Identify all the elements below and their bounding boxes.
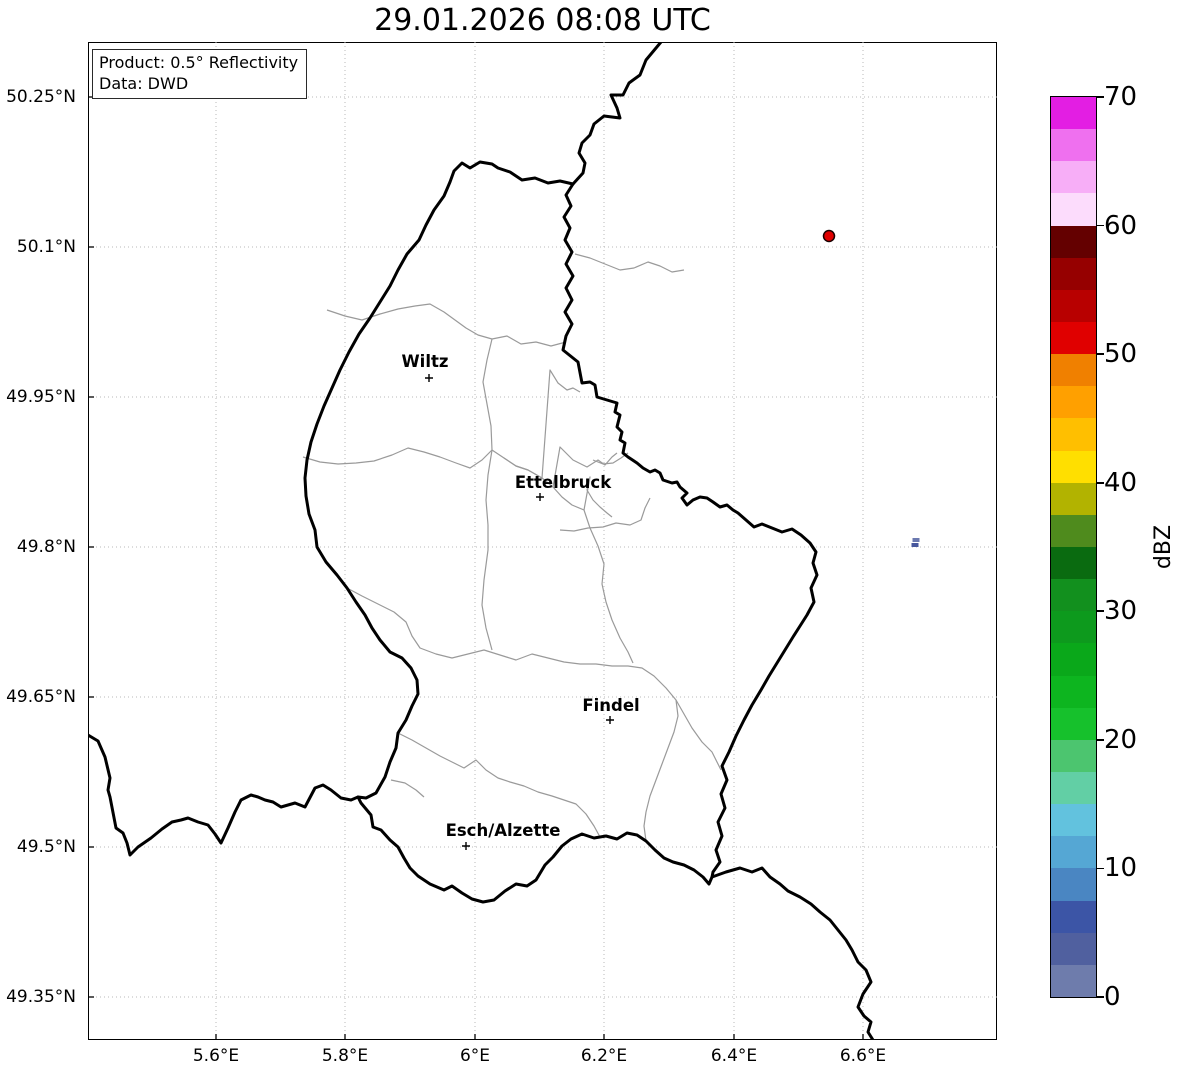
colorbar-segment bbox=[1051, 611, 1096, 644]
colorbar-segment bbox=[1051, 836, 1096, 869]
latitude-tick-label: 49.65°N bbox=[6, 687, 76, 707]
colorbar-segment bbox=[1051, 932, 1096, 966]
colorbar-tickmark bbox=[1096, 224, 1104, 227]
colorbar-segment bbox=[1051, 482, 1096, 516]
latitude-tick-label: 49.5°N bbox=[16, 837, 76, 857]
colorbar-segment bbox=[1051, 675, 1096, 709]
colorbar-segment bbox=[1051, 643, 1096, 677]
colorbar-segment bbox=[1051, 868, 1096, 902]
colorbar-tickmark bbox=[1096, 610, 1104, 613]
latitude-tick-label: 49.8°N bbox=[16, 537, 76, 557]
border-luxembourg-west-south bbox=[303, 160, 714, 904]
country-borders bbox=[88, 42, 875, 1040]
colorbar-tick-label: 70 bbox=[1104, 82, 1138, 112]
colorbar-tick-label: 60 bbox=[1104, 210, 1138, 241]
latitude-tick-label: 49.95°N bbox=[6, 387, 76, 407]
colorbar-tickmark bbox=[1096, 353, 1104, 355]
colorbar-segment bbox=[1051, 322, 1096, 355]
colorbar-tick-label: 0 bbox=[1104, 982, 1121, 1012]
colorbar-segment bbox=[1051, 386, 1096, 419]
figure-title: 29.01.2026 08:08 UTC bbox=[374, 3, 711, 38]
colorbar-tickmark bbox=[1096, 867, 1104, 870]
longitude-tick-label: 6.4°E bbox=[710, 1046, 758, 1066]
dbz-colorbar bbox=[1051, 97, 1096, 998]
longitude-tick-label: 5.8°E bbox=[321, 1046, 369, 1066]
colorbar-tick-label: 50 bbox=[1104, 339, 1138, 370]
colorbar-segment bbox=[1051, 450, 1096, 484]
colorbar-segment bbox=[1051, 739, 1096, 773]
colorbar-tick-label: 30 bbox=[1104, 596, 1138, 627]
colorbar-segment bbox=[1051, 418, 1096, 452]
colorbar-tickmark bbox=[1096, 96, 1104, 98]
colorbar-segment bbox=[1051, 707, 1096, 741]
radar-echo-pixel bbox=[911, 543, 919, 547]
city-label: Wiltz bbox=[401, 352, 448, 371]
dbz-colorbar-label: dBZ bbox=[1150, 524, 1176, 570]
city-label: Findel bbox=[582, 696, 639, 715]
city-marker-plus bbox=[606, 716, 614, 724]
colorbar-segment bbox=[1051, 514, 1096, 548]
colorbar-segment bbox=[1051, 97, 1096, 130]
colorbar-segment bbox=[1051, 772, 1096, 805]
longitude-tick-label: 5.6°E bbox=[192, 1046, 240, 1066]
border-germany-east bbox=[561, 42, 875, 1040]
colorbar-tickmark bbox=[1096, 996, 1104, 998]
city-marker-plus bbox=[425, 374, 433, 382]
dbz-colorbar-frame bbox=[1050, 96, 1097, 998]
colorbar-segment bbox=[1051, 225, 1096, 259]
colorbar-segment bbox=[1051, 900, 1096, 934]
colorbar-segment bbox=[1051, 579, 1096, 612]
colorbar-segment bbox=[1051, 354, 1096, 387]
colorbar-tick-label: 10 bbox=[1104, 853, 1138, 884]
product-info-line1: Product: 0.5° Reflectivity bbox=[99, 53, 299, 72]
luxembourg-radar-map: Wiltz Ettelbruck Findel Esch/Alzette bbox=[88, 42, 997, 1040]
colorbar-segment bbox=[1051, 289, 1096, 323]
colorbar-tickmark bbox=[1096, 739, 1104, 741]
city-marker-plus bbox=[462, 842, 470, 850]
product-info-line2: Data: DWD bbox=[99, 74, 189, 93]
colorbar-tickmark bbox=[1096, 481, 1104, 484]
colorbar-tick-label: 20 bbox=[1104, 724, 1138, 755]
colorbar-segment bbox=[1051, 161, 1096, 194]
colorbar-segment bbox=[1051, 193, 1096, 227]
colorbar-segment bbox=[1051, 257, 1096, 291]
canton-borders bbox=[302, 253, 722, 842]
radar-echo-pixel bbox=[912, 538, 920, 542]
city-label: Esch/Alzette bbox=[446, 821, 561, 840]
colorbar-tick-label: 40 bbox=[1104, 467, 1138, 498]
latitude-tick-label: 49.35°N bbox=[6, 987, 76, 1007]
city-marker-plus bbox=[536, 493, 544, 501]
colorbar-segment bbox=[1051, 129, 1096, 162]
latitude-tick-label: 50.25°N bbox=[6, 87, 76, 107]
graticule-gridlines bbox=[88, 42, 997, 1040]
radar-echo-dot bbox=[822, 229, 836, 243]
border-france-belgium bbox=[88, 733, 360, 857]
colorbar-segment bbox=[1051, 964, 1096, 998]
city-label: Ettelbruck bbox=[515, 473, 612, 492]
longitude-tick-label: 6.6°E bbox=[839, 1046, 887, 1066]
city-labels-layer: Wiltz Ettelbruck Findel Esch/Alzette bbox=[401, 352, 640, 850]
map-plot-frame bbox=[88, 42, 997, 1040]
longitude-tick-label: 6°E bbox=[459, 1046, 491, 1066]
radar-echo-layer bbox=[822, 229, 920, 547]
product-info-box: Product: 0.5° Reflectivity Data: DWD bbox=[92, 49, 308, 99]
longitude-tick-label: 6.2°E bbox=[580, 1046, 628, 1066]
latitude-tick-label: 50.1°N bbox=[16, 237, 76, 257]
colorbar-segment bbox=[1051, 547, 1096, 580]
colorbar-segment bbox=[1051, 804, 1096, 837]
